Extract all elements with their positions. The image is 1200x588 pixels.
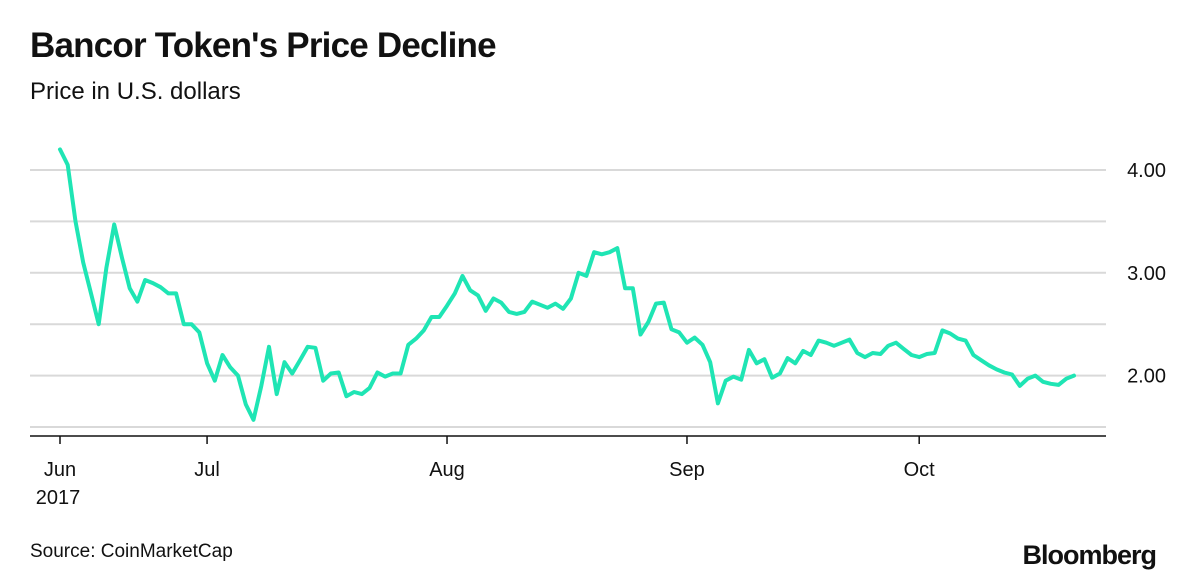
x-tick-label: Sep (669, 459, 705, 481)
x-tick-label: Jul (194, 459, 220, 481)
chart-subtitle: Price in U.S. dollars (30, 78, 241, 105)
price-series-line (58, 147, 1076, 422)
x-tick-sublabel: 2017 (36, 487, 81, 509)
bloomberg-logo: Bloomberg (1022, 540, 1157, 570)
chart-title: Bancor Token's Price Decline (30, 26, 497, 65)
series-layer (58, 147, 1076, 422)
x-tick-label: Jun (44, 459, 76, 481)
y-tick-label: 4.00 (1127, 160, 1166, 182)
x-tick-label: Oct (904, 459, 936, 481)
source-note: Source: CoinMarketCap (30, 541, 233, 562)
x-tick-label: Aug (429, 459, 465, 481)
y-tick-label: 3.00 (1127, 263, 1166, 285)
y-axis-labels: 4.00 3.00 2.00 (1127, 160, 1166, 388)
y-tick-label: 2.00 (1127, 366, 1166, 388)
gridlines (30, 169, 1106, 428)
x-axis: Jun 2017 Jul Aug Sep Oct (30, 435, 1106, 509)
